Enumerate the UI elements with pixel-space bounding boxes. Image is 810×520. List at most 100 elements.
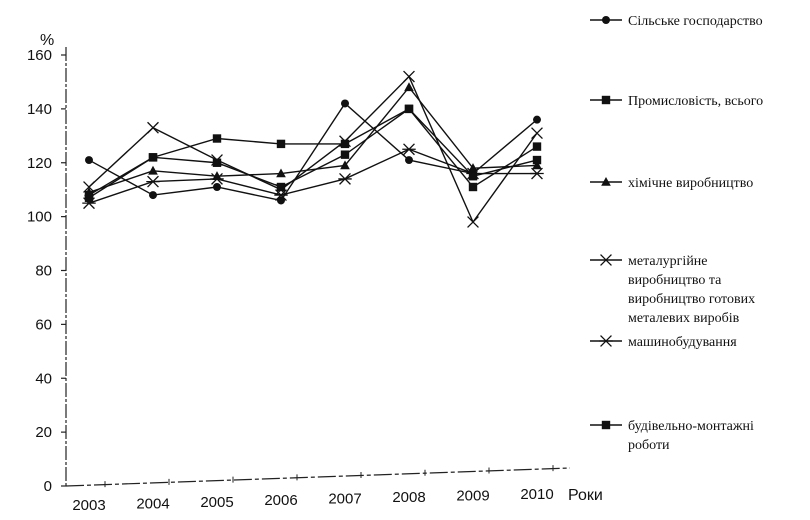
legend-label: машинобудування xyxy=(628,335,737,350)
marker-square xyxy=(276,139,286,149)
data-point xyxy=(147,121,159,134)
data-point xyxy=(340,139,350,149)
data-point xyxy=(148,153,158,162)
data-point xyxy=(602,16,610,24)
y-tick-label: 0 xyxy=(44,478,52,495)
marker-square xyxy=(212,158,222,167)
y-tick-label: 120 xyxy=(27,155,52,172)
axes: 0 20 40 60 80 100 120 140 160% 2003 2004 2005 2006 20… xyxy=(27,32,603,514)
marker-circle xyxy=(533,115,541,124)
marker-square xyxy=(84,193,94,202)
marker-square xyxy=(601,420,611,430)
data-point xyxy=(532,142,542,151)
data-point xyxy=(212,158,222,167)
data-point xyxy=(275,183,287,196)
data-point xyxy=(403,70,415,83)
series-line xyxy=(88,86,538,194)
marker-triangle xyxy=(404,82,414,92)
legend-item-2: Промисловість, всього xyxy=(590,94,763,109)
data-point xyxy=(149,191,157,200)
y-tick-label: 80 xyxy=(35,263,52,280)
data-point xyxy=(210,172,224,185)
marker-triangle xyxy=(212,171,222,180)
y-tick-label: 100 xyxy=(27,209,52,226)
data-point xyxy=(404,82,414,92)
series-4 xyxy=(83,70,543,228)
legend-label: будівельно-монтажні роботи xyxy=(628,419,754,453)
marker-triangle xyxy=(276,168,286,178)
marker-square xyxy=(340,150,350,159)
data-point xyxy=(85,156,93,165)
x-tick-label: 2008 xyxy=(392,489,425,506)
data-point xyxy=(340,150,350,159)
data-point xyxy=(83,181,95,193)
x-tick-label: 2007 xyxy=(328,491,361,508)
marker-square xyxy=(468,172,478,181)
data-point xyxy=(404,104,414,114)
marker-square xyxy=(212,134,222,143)
legend-item-5: машинобудування xyxy=(590,335,737,350)
marker-square xyxy=(601,95,611,105)
x-tick-label: 2009 xyxy=(456,487,489,504)
data-point xyxy=(532,155,542,165)
y-axis-unit: % xyxy=(40,32,54,49)
marker-x xyxy=(211,154,223,166)
series-6 xyxy=(84,104,542,202)
legend-label: металургійне виробництво та виробництво го… xyxy=(628,254,755,326)
legend-item-6: будівельно-монтажні роботи xyxy=(590,419,754,453)
marker-asterisk xyxy=(338,172,352,185)
data-point xyxy=(338,172,352,185)
x-axis-line xyxy=(65,467,571,487)
marker-circle xyxy=(602,16,610,24)
data-point xyxy=(600,254,612,266)
data-point xyxy=(148,165,158,175)
marker-triangle xyxy=(340,160,350,170)
marker-circle xyxy=(149,191,157,200)
marker-circle xyxy=(277,196,285,205)
data-point xyxy=(341,99,349,108)
marker-triangle xyxy=(148,165,158,175)
y-tick-label: 60 xyxy=(35,316,52,333)
marker-x xyxy=(147,121,159,134)
y-tick-label: 160 xyxy=(27,47,52,64)
data-point xyxy=(340,160,350,170)
marker-triangle xyxy=(532,160,542,170)
marker-circle xyxy=(405,156,413,165)
data-point xyxy=(468,182,478,192)
marker-square xyxy=(276,182,286,192)
data-point xyxy=(601,176,611,186)
legend-item-4: металургійне виробництво та виробництво го… xyxy=(590,254,755,326)
legend-label: Промисловість, всього xyxy=(628,94,763,109)
data-point xyxy=(530,167,544,180)
marker-asterisk xyxy=(599,335,613,347)
marker-asterisk xyxy=(146,175,160,188)
series-line xyxy=(88,108,538,199)
data-point xyxy=(599,335,613,347)
marker-square xyxy=(532,142,542,151)
series-line xyxy=(88,102,538,202)
legend-label: Сільське господарство xyxy=(628,14,763,29)
series-line xyxy=(88,75,538,224)
legend: Сільське господарство Промисловість, всьо… xyxy=(590,14,763,453)
legend-item-1: Сільське господарство xyxy=(590,14,763,29)
marker-triangle xyxy=(468,163,478,172)
data-point xyxy=(601,95,611,105)
data-point xyxy=(533,115,541,124)
data-point xyxy=(276,182,286,192)
marker-circle xyxy=(85,156,93,165)
legend-label: хімічне виробництво xyxy=(628,176,753,191)
marker-asterisk xyxy=(530,167,544,180)
data-point xyxy=(213,183,221,191)
data-point xyxy=(146,175,160,188)
data-point xyxy=(212,134,222,143)
data-point xyxy=(276,168,286,178)
marker-x xyxy=(275,183,287,196)
marker-circle xyxy=(213,183,221,191)
marker-square xyxy=(532,155,542,165)
marker-square xyxy=(148,153,158,162)
x-tick-label: 2004 xyxy=(136,495,169,512)
x-tick-label: 2010 xyxy=(520,486,553,503)
series-group xyxy=(82,70,544,228)
y-tick-label: 20 xyxy=(35,424,52,441)
